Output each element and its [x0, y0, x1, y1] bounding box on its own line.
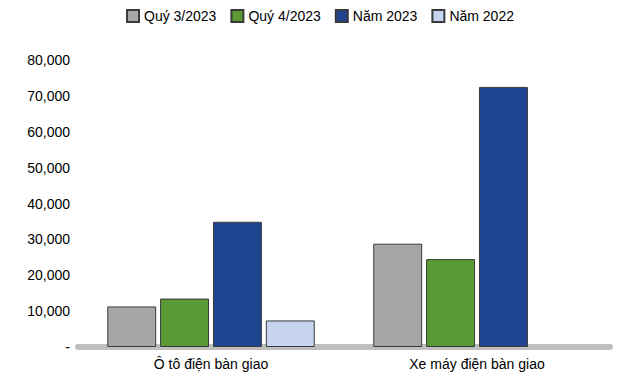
svg-text:60,000: 60,000: [27, 124, 70, 140]
svg-text:80,000: 80,000: [27, 52, 70, 68]
svg-text:10,000: 10,000: [27, 303, 70, 319]
svg-text:40,000: 40,000: [27, 196, 70, 212]
svg-text:Năm 2022: Năm 2022: [449, 8, 514, 24]
svg-text:70,000: 70,000: [27, 88, 70, 104]
svg-text:Ô tô điện bàn giao: Ô tô điện bàn giao: [154, 356, 269, 372]
svg-text:Quý 3/2023: Quý 3/2023: [144, 8, 217, 24]
svg-text:50,000: 50,000: [27, 160, 70, 176]
svg-text:-: -: [65, 339, 70, 355]
svg-text:Xe máy điện bàn giao: Xe máy điện bàn giao: [409, 356, 545, 372]
svg-text:30,000: 30,000: [27, 231, 70, 247]
svg-text:Quý 4/2023: Quý 4/2023: [248, 8, 321, 24]
svg-text:Năm 2023: Năm 2023: [353, 8, 418, 24]
svg-text:20,000: 20,000: [27, 267, 70, 283]
